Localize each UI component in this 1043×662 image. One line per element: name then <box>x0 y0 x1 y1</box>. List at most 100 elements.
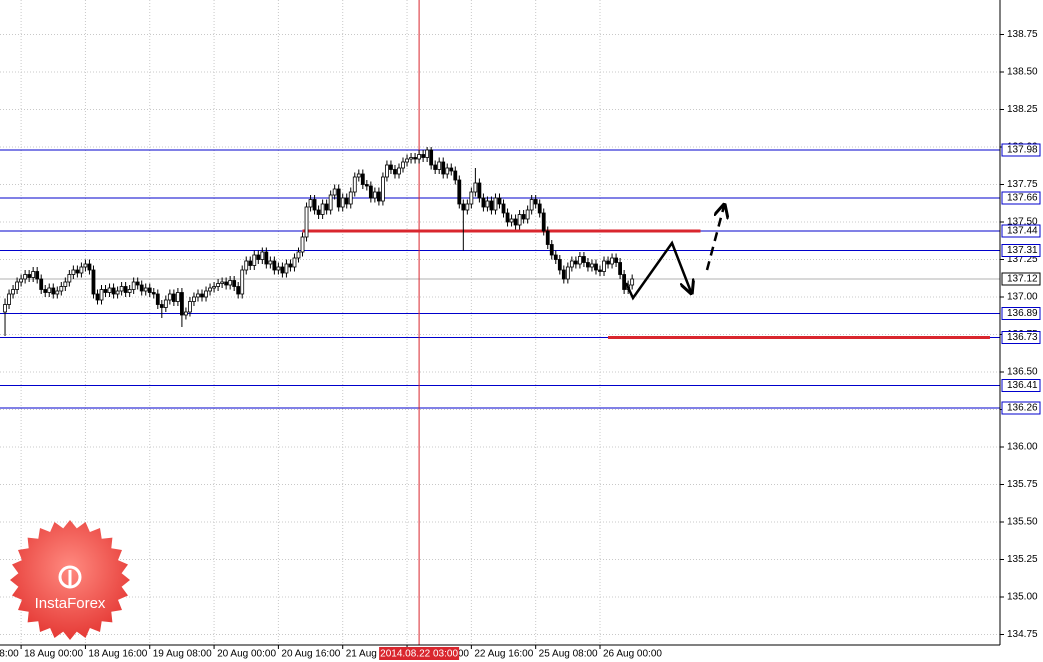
candle-body <box>489 200 494 211</box>
logo: InstaForex <box>10 520 130 640</box>
level-box <box>1001 191 1041 205</box>
candle-body <box>208 287 212 292</box>
candle-body <box>376 191 381 202</box>
candle-body <box>284 263 289 274</box>
candle-body <box>461 203 466 211</box>
candle-body <box>360 173 365 185</box>
candle-body <box>43 289 48 293</box>
candle-body <box>328 194 333 211</box>
candle-body <box>501 203 506 214</box>
x-tick-label: 21 Aug 08:00 <box>346 649 405 660</box>
candle-body <box>27 274 32 278</box>
candle-body <box>385 164 389 178</box>
candle-body <box>39 278 44 290</box>
level-box <box>1001 224 1041 238</box>
candle-body <box>196 293 200 298</box>
candle-body <box>577 256 582 265</box>
candle-body <box>240 269 245 295</box>
candle-body <box>304 206 309 238</box>
candle-body <box>276 266 281 271</box>
candle-body <box>232 280 237 287</box>
y-tick-label: 136.00 <box>1007 442 1038 453</box>
candle-body <box>425 149 430 158</box>
candle-body <box>47 287 52 293</box>
candle-body <box>115 290 120 295</box>
candle-body <box>582 256 586 263</box>
candle-body <box>260 251 265 260</box>
y-tick-label: 135.00 <box>1007 592 1038 603</box>
candle-body <box>614 257 618 263</box>
y-tick-label: 135.75 <box>1007 479 1038 490</box>
level-label: 136.41 <box>1007 380 1038 391</box>
candle-body <box>485 200 490 208</box>
y-tick-label: 138.50 <box>1007 67 1038 78</box>
x-tick-label: 20 Aug 16:00 <box>281 649 340 660</box>
candle-body <box>268 260 273 265</box>
current-price-label: 137.12 <box>1007 274 1038 285</box>
candle-body <box>421 154 426 158</box>
x-tick-label: 20 Aug 00:00 <box>217 649 276 660</box>
level-label: 137.44 <box>1007 226 1038 237</box>
candle-body <box>598 269 602 272</box>
candle-body <box>167 293 172 301</box>
candle-body <box>292 257 297 268</box>
candle-body <box>107 287 112 293</box>
candle-body <box>95 293 100 301</box>
candle-body <box>244 260 249 271</box>
candle-body <box>509 218 514 223</box>
y-tick-label: 135.50 <box>1007 517 1038 528</box>
candle-body <box>397 167 401 175</box>
y-tick-label: 136.50 <box>1007 367 1038 378</box>
candle-body <box>159 304 164 308</box>
forecast-arrows <box>624 206 724 301</box>
candle-body <box>586 262 590 268</box>
candle-body <box>348 191 353 205</box>
candle-body <box>280 266 285 274</box>
candle-body <box>51 287 56 295</box>
candle-body <box>147 287 152 293</box>
candle-body <box>212 286 216 289</box>
candle-body <box>119 286 124 292</box>
candle-body <box>401 161 405 169</box>
candle-body <box>469 191 474 205</box>
candle-body <box>59 286 64 292</box>
candle-body <box>171 293 176 302</box>
level-label: 136.73 <box>1007 332 1038 343</box>
candle-body <box>549 244 554 256</box>
candle-body <box>111 287 116 295</box>
current-price-box <box>1001 272 1041 286</box>
level-label: 137.31 <box>1007 245 1038 256</box>
candle-body <box>155 293 160 305</box>
candle-body <box>316 209 321 215</box>
candle-body <box>606 260 610 265</box>
candle-body <box>441 161 446 175</box>
x-tick-label: 18 Aug 00:00 <box>24 649 83 660</box>
candle-body <box>143 287 148 292</box>
candle-body <box>31 271 36 278</box>
plot <box>0 0 1000 645</box>
level-box <box>1001 331 1041 344</box>
cursor-label-box <box>379 647 460 660</box>
candle-body <box>55 290 60 295</box>
candle-body <box>453 170 458 181</box>
candle-body <box>19 278 24 283</box>
candle-body <box>15 281 19 290</box>
candle-body <box>79 266 84 274</box>
candle-body <box>340 197 345 208</box>
candle-body <box>545 230 550 245</box>
candle-body <box>594 263 598 271</box>
x-tick-label: 19 Aug 08:00 <box>153 649 212 660</box>
candle-body <box>590 263 594 268</box>
candle-body <box>409 157 413 160</box>
candle-body <box>67 274 72 283</box>
y-tick-label: 137.25 <box>1007 254 1038 265</box>
candle-body <box>35 271 40 280</box>
candle-body <box>87 263 92 271</box>
candle-body <box>521 214 526 220</box>
candle-body <box>352 176 357 193</box>
x-tick-label: 26 Aug 00:00 <box>603 649 662 660</box>
candle-body <box>180 292 184 316</box>
candle-body <box>288 263 293 268</box>
